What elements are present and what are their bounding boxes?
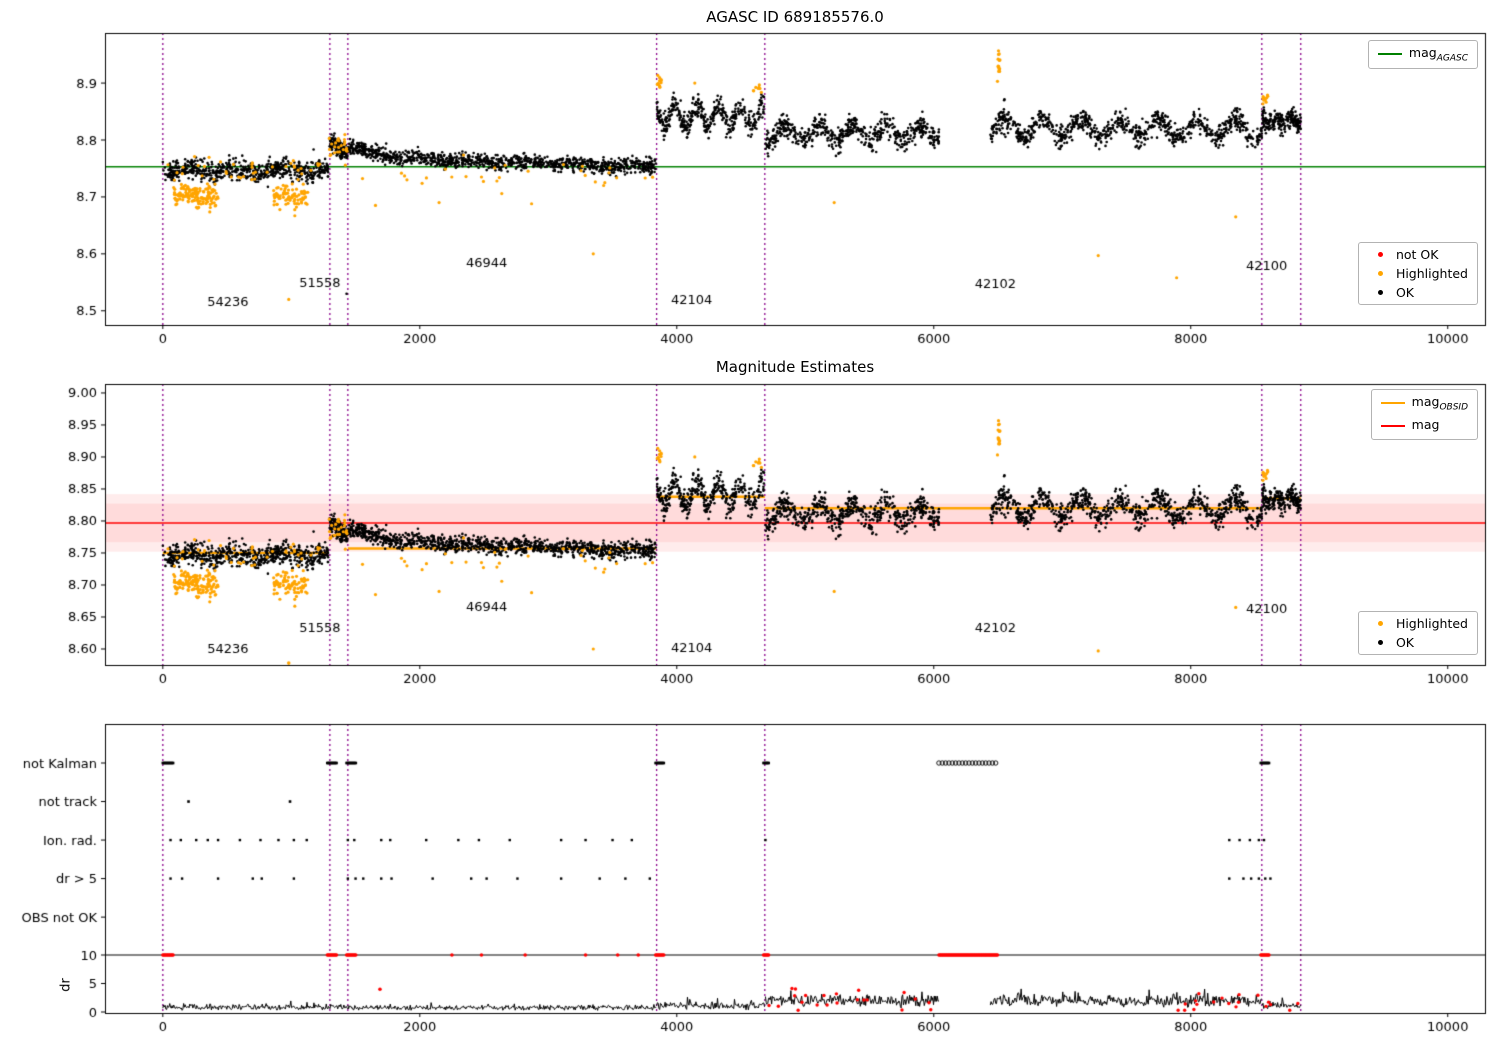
top-plot-title: AGASC ID 689185576.0: [706, 8, 884, 26]
middle-plot-title: Magnitude Estimates: [715, 358, 875, 376]
legend-item-mag-obsid: magOBSID: [1380, 394, 1468, 413]
legend-text: mag: [1408, 45, 1437, 60]
mag-obsid-line-swatch: [1380, 402, 1405, 405]
not-ok-dot-swatch: [1377, 252, 1383, 257]
ok-dot-swatch: [1377, 640, 1383, 645]
legend-label-mag-obsid: magOBSID: [1412, 394, 1468, 413]
mag-line-swatch: [1380, 424, 1405, 427]
mag-agasc-line-swatch: [1377, 53, 1402, 56]
legend-middle-lines: magOBSID mag: [1370, 389, 1478, 440]
legend-subscript: OBSID: [1439, 402, 1468, 413]
legend-item-mag: mag: [1380, 417, 1468, 436]
legend-text: mag: [1411, 394, 1440, 409]
highlighted-dot-swatch: [1377, 621, 1383, 626]
legend-label-not-ok: not OK: [1395, 247, 1439, 262]
legend-label-highlighted: Highlighted: [1395, 616, 1468, 631]
legend-label-ok: OK: [1395, 635, 1414, 650]
dr-axis-label: dr: [58, 978, 74, 992]
legend-item-ok: OK: [1368, 635, 1468, 650]
legend-subscript: AGASC: [1436, 53, 1468, 64]
legend-item-mag-agasc: magAGASC: [1377, 45, 1468, 64]
legend-label-ok: OK: [1395, 285, 1414, 300]
legend-item-highlighted: Highlighted: [1368, 616, 1468, 631]
legend-label-mag-agasc: magAGASC: [1409, 45, 1468, 64]
legend-item-ok: OK: [1368, 285, 1468, 300]
ok-dot-swatch: [1377, 290, 1383, 295]
legend-mag-agasc: magAGASC: [1367, 40, 1478, 69]
legend-top-markers: not OK Highlighted OK: [1357, 242, 1478, 305]
legend-item-highlighted: Highlighted: [1368, 266, 1468, 281]
legend-label-highlighted: Highlighted: [1395, 266, 1468, 281]
legend-text: mag: [1411, 416, 1440, 432]
legend-label-mag: mag: [1412, 417, 1440, 436]
legend-middle-markers: Highlighted OK: [1357, 611, 1478, 655]
legend-item-not-ok: not OK: [1368, 247, 1468, 262]
highlighted-dot-swatch: [1377, 271, 1383, 276]
